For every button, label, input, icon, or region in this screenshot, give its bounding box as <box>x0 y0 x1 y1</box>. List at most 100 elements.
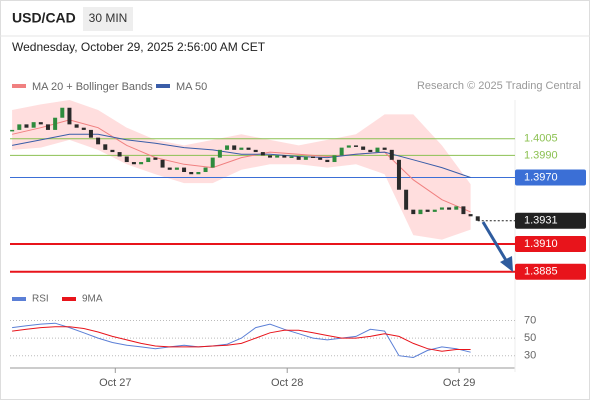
candle <box>425 209 430 212</box>
candle <box>289 156 294 158</box>
candle <box>325 159 330 163</box>
candle <box>396 159 401 190</box>
candle <box>468 214 473 217</box>
candle <box>96 137 101 145</box>
candle <box>339 147 344 156</box>
candle <box>103 144 108 150</box>
candle <box>239 147 244 150</box>
candle <box>246 147 251 150</box>
x-tick-label: Oct 28 <box>271 377 303 389</box>
indicator-line <box>12 322 471 359</box>
legend-label: RSI <box>32 294 49 305</box>
interval-box[interactable] <box>83 7 133 31</box>
legend-label: 9MA <box>82 294 103 305</box>
legend-swatch <box>12 297 26 301</box>
candle <box>189 172 194 175</box>
legend-swatch <box>62 297 76 301</box>
level-label: 1.3970 <box>524 171 558 183</box>
candle <box>196 172 201 175</box>
candle <box>110 149 115 153</box>
legend-swatch <box>156 84 170 88</box>
candle <box>146 157 151 163</box>
candle <box>210 157 215 168</box>
legend-swatch <box>12 84 26 88</box>
level-box <box>515 263 586 280</box>
candle <box>38 122 43 125</box>
candle <box>117 152 122 157</box>
candle <box>418 209 423 215</box>
level-box <box>515 212 586 229</box>
candle <box>296 156 301 160</box>
y-tick-label: 70 <box>524 314 536 326</box>
candle <box>353 145 358 147</box>
bollinger-band <box>12 100 471 240</box>
candle <box>411 209 416 215</box>
level-label: 1.4005 <box>524 133 558 145</box>
legend-label: MA 20 + Bollinger Bands <box>32 81 153 93</box>
candle <box>260 152 265 156</box>
candle <box>153 157 158 160</box>
candle <box>447 207 452 210</box>
candle <box>389 149 394 160</box>
x-tick-label: Oct 27 <box>99 377 131 389</box>
candle <box>361 146 366 150</box>
candle <box>24 124 29 128</box>
legend-label: MA 50 <box>176 81 207 93</box>
level-box <box>515 169 586 186</box>
x-tick-label: Oct 29 <box>443 377 475 389</box>
candle <box>404 189 409 210</box>
level-label: 1.3885 <box>524 266 558 278</box>
level-label: 1.3910 <box>524 238 558 250</box>
candle <box>124 156 129 163</box>
candle <box>67 107 72 125</box>
candle <box>60 107 65 118</box>
candle <box>88 129 93 138</box>
candle <box>461 206 466 215</box>
arrow-shaft <box>481 221 509 263</box>
candle <box>167 167 172 170</box>
candle <box>53 117 58 130</box>
candle <box>45 124 50 130</box>
candle <box>332 155 337 163</box>
candle <box>303 156 308 160</box>
candle <box>454 206 459 210</box>
candle <box>346 145 351 148</box>
candle <box>10 129 15 132</box>
interval[interactable]: 30 MIN <box>89 11 128 25</box>
candle <box>174 167 179 170</box>
candle <box>17 124 22 130</box>
level-label: 1.3990 <box>524 149 558 161</box>
candle <box>74 124 79 128</box>
candle <box>432 209 437 212</box>
candle <box>232 145 237 150</box>
candle <box>253 149 258 153</box>
moving-average <box>11 119 471 213</box>
candle <box>217 149 222 158</box>
candle <box>318 157 323 160</box>
y-tick-label: 50 <box>524 332 536 344</box>
candle <box>282 155 287 158</box>
candle <box>275 155 280 158</box>
y-tick-label: 30 <box>524 350 536 362</box>
forecast-arrow <box>481 221 513 272</box>
candle <box>475 216 480 221</box>
arrow-head <box>500 256 513 272</box>
level-label: 1.3931 <box>524 215 558 227</box>
candle <box>268 155 273 158</box>
moving-average <box>12 133 471 178</box>
candle <box>311 156 315 158</box>
candle <box>81 127 86 130</box>
candle <box>375 147 380 153</box>
candle <box>382 147 387 150</box>
candle <box>131 162 136 165</box>
credit: Research © 2025 Trading Central <box>417 80 581 92</box>
datetime: Wednesday, October 29, 2025 2:56:00 AM C… <box>12 40 266 54</box>
candle <box>31 122 36 128</box>
symbol: USD/CAD <box>12 10 76 26</box>
candle <box>225 145 230 150</box>
candle <box>368 149 373 153</box>
candle <box>139 162 144 165</box>
indicator-line <box>12 326 471 352</box>
